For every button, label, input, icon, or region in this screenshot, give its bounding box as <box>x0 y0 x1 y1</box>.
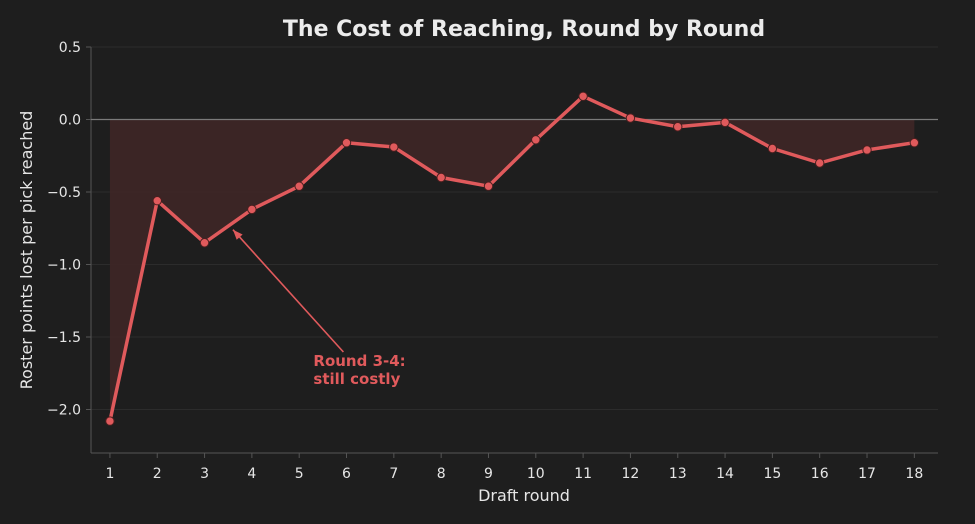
data-point <box>625 113 636 123</box>
deficit-area-segment <box>109 119 558 422</box>
annotation-text: still costly <box>313 370 400 388</box>
x-tick-label: 4 <box>247 466 256 482</box>
x-tick-label: 7 <box>389 466 398 482</box>
annotation: Round 3-4:still costly <box>232 229 406 388</box>
data-point <box>767 143 778 154</box>
x-tick-label: 13 <box>669 466 687 482</box>
x-tick-label: 10 <box>527 466 545 482</box>
x-tick-label: 11 <box>574 466 592 482</box>
x-axis-label: Draft round <box>478 486 570 505</box>
x-tick-label: 18 <box>905 466 923 482</box>
data-point <box>578 91 588 102</box>
data-point <box>815 158 825 168</box>
x-tick-label: 6 <box>342 466 351 482</box>
series <box>105 91 920 426</box>
deficit-area <box>109 119 915 422</box>
data-point <box>673 122 683 132</box>
y-tick-label: −2.0 <box>47 403 81 419</box>
x-tick-label: 1 <box>105 466 114 482</box>
series-line <box>108 94 917 423</box>
chart-title: The Cost of Reaching, Round by Round <box>283 17 765 42</box>
x-tick-label: 12 <box>622 466 640 482</box>
data-point <box>199 238 210 248</box>
data-point <box>389 142 399 152</box>
data-point <box>531 135 541 145</box>
x-tick-label: 8 <box>437 466 446 482</box>
x-tick-label: 2 <box>153 466 162 482</box>
data-point <box>862 145 872 155</box>
x-ticks: 1 2 3 4 5 6 7 8 9 10 11 12 13 14 15 16 17 18 <box>105 453 923 482</box>
y-tick-label: 0.0 <box>59 113 81 129</box>
y-tick-label: −0.5 <box>47 185 81 201</box>
data-point <box>341 138 352 148</box>
y-ticks: 0.5 0.0 −0.5 −1.0 −1.5 −2.0 <box>47 40 91 419</box>
x-tick-label: 15 <box>763 466 781 482</box>
data-point <box>483 181 494 191</box>
data-point <box>105 416 115 426</box>
data-point <box>436 172 446 183</box>
y-tick-label: −1.0 <box>47 258 81 274</box>
x-tick-label: 9 <box>484 466 493 482</box>
deficit-area-segment <box>638 119 915 163</box>
data-point <box>720 117 730 128</box>
data-point <box>152 196 162 206</box>
annotation-arrow <box>232 229 344 353</box>
data-point <box>247 204 257 215</box>
x-tick-label: 3 <box>200 466 209 482</box>
y-axis-label: Roster points lost per pick reached <box>17 111 36 390</box>
data-point <box>909 138 920 148</box>
y-tick-label: 0.5 <box>59 40 81 56</box>
annotation-text: Round 3-4: <box>313 352 405 370</box>
y-tick-label: −1.5 <box>47 330 81 346</box>
x-tick-label: 16 <box>811 466 829 482</box>
x-tick-label: 5 <box>295 466 304 482</box>
data-point <box>294 181 304 191</box>
x-tick-label: 17 <box>858 466 876 482</box>
axes <box>90 47 938 454</box>
annotation-arrowhead <box>232 229 243 240</box>
x-tick-label: 14 <box>716 466 734 482</box>
